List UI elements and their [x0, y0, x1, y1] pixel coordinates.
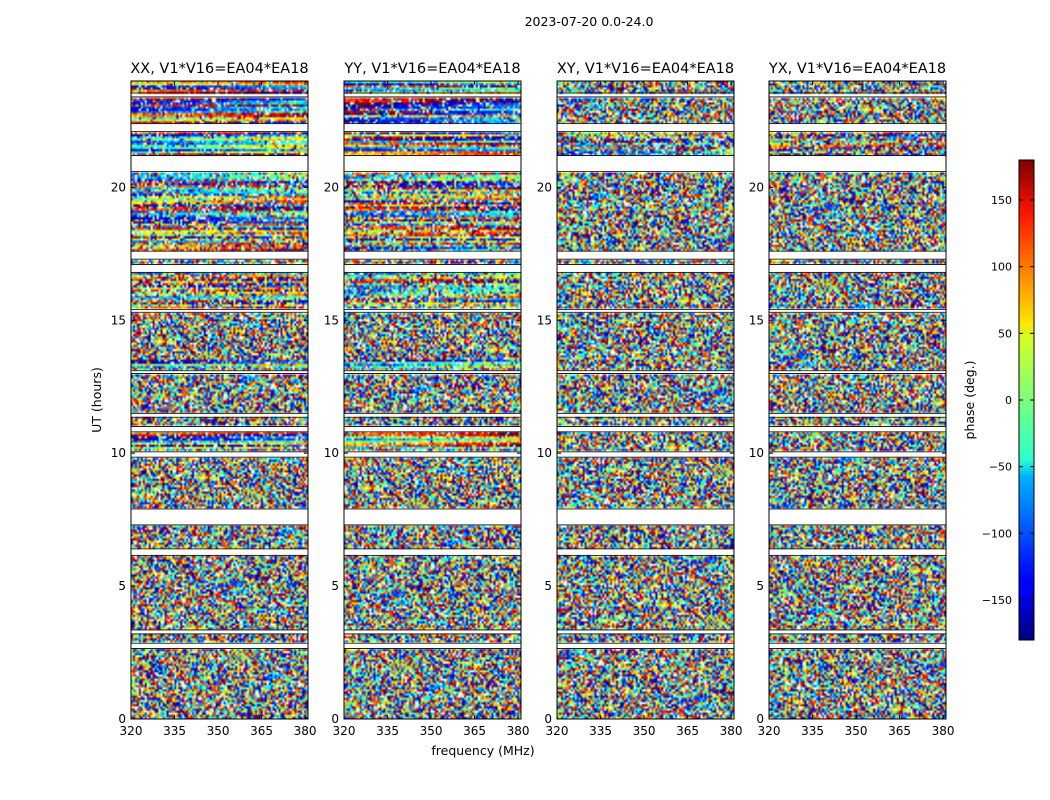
- colorbar-tick-label: 150: [991, 194, 1012, 207]
- x-tick-label: 380: [720, 724, 743, 738]
- y-tick-label: 10: [749, 446, 764, 460]
- panel-frame: [130, 80, 309, 720]
- x-tick-label: 365: [888, 724, 911, 738]
- x-tick-label: 320: [758, 724, 781, 738]
- y-axis-label: UT (hours): [89, 367, 104, 433]
- y-tick-label: 0: [756, 712, 764, 726]
- panel-frame: [768, 80, 947, 720]
- panel-xx: XX, V1*V16=EA04*EA18 320 335 350 365 380 0 5 10 1…: [111, 61, 317, 738]
- x-tick-label: 350: [845, 724, 868, 738]
- x-tick-label: 365: [463, 724, 486, 738]
- x-tick-label: 380: [507, 724, 530, 738]
- y-tick-label: 0: [544, 712, 552, 726]
- x-tick-label: 320: [120, 724, 143, 738]
- y-tick-label: 20: [537, 180, 552, 194]
- y-tick-label: 15: [749, 313, 764, 327]
- y-tick-label: 0: [331, 712, 339, 726]
- phase-image-yy: [344, 81, 521, 719]
- panel-frame: [343, 80, 522, 720]
- colorbar-tick-label: −100: [982, 527, 1012, 540]
- y-tick-label: 20: [324, 180, 339, 194]
- y-tick-label: 5: [756, 579, 764, 593]
- colorbar-tick-label: 50: [998, 327, 1012, 340]
- y-tick-label: 20: [111, 180, 126, 194]
- y-tick-label: 5: [544, 579, 552, 593]
- y-tick-label: 15: [324, 313, 339, 327]
- y-tick-label: 5: [118, 579, 126, 593]
- colorbar-tick-label: 0: [1005, 394, 1012, 407]
- y-tick-label: 10: [324, 446, 339, 460]
- colorbar-tick-label: −50: [989, 461, 1012, 474]
- x-tick-label: 335: [589, 724, 612, 738]
- panel-yx: YX, V1*V16=EA04*EA18 320 335 350 365 380 0 5 10 1…: [749, 61, 955, 738]
- x-tick-label: 335: [376, 724, 399, 738]
- x-tick-label: 350: [207, 724, 230, 738]
- y-tick-label: 10: [537, 446, 552, 460]
- y-tick-label: 10: [111, 446, 126, 460]
- x-tick-label: 365: [250, 724, 273, 738]
- panel-title: XY, V1*V16=EA04*EA18: [557, 61, 734, 77]
- phase-image-xy: [557, 81, 734, 719]
- y-tick-label: 0: [118, 712, 126, 726]
- suptitle: 2023-07-20 0.0-24.0: [525, 14, 654, 29]
- y-tick-label: 15: [111, 313, 126, 327]
- x-tick-label: 335: [801, 724, 824, 738]
- x-tick-label: 335: [163, 724, 186, 738]
- x-tick-label: 320: [546, 724, 569, 738]
- panel-frame: [556, 80, 735, 720]
- panel-xy: XY, V1*V16=EA04*EA18 320 335 350 365 380 0 5 10 1…: [537, 61, 743, 738]
- x-tick-label: 380: [294, 724, 317, 738]
- panel-title: YY, V1*V16=EA04*EA18: [343, 61, 520, 77]
- x-tick-label: 350: [420, 724, 443, 738]
- phase-image-yx: [769, 81, 946, 719]
- panels: XX, V1*V16=EA04*EA18 320 335 350 365 380 0 5 10 1…: [111, 61, 955, 738]
- phase-image-xx: [131, 81, 308, 719]
- y-tick-label: 15: [537, 313, 552, 327]
- colorbar: −150 −100 −50 0 50 100 150 phase (deg.): [962, 159, 1035, 641]
- panel-title: YX, V1*V16=EA04*EA18: [768, 61, 946, 77]
- x-tick-label: 365: [676, 724, 699, 738]
- colorbar-tick-label: −150: [982, 594, 1012, 607]
- x-tick-label: 380: [932, 724, 955, 738]
- panel-title: XX, V1*V16=EA04*EA18: [130, 61, 308, 77]
- colorbar-label: phase (deg.): [962, 361, 977, 440]
- y-tick-label: 5: [331, 579, 339, 593]
- panel-yy: YY, V1*V16=EA04*EA18 320 335 350 365 380 0 5 10 1…: [324, 61, 530, 738]
- x-tick-label: 350: [633, 724, 656, 738]
- colorbar-ticks: −150 −100 −50 0 50 100 150: [982, 194, 1034, 607]
- colorbar-tick-label: 100: [991, 261, 1012, 274]
- y-tick-label: 20: [749, 180, 764, 194]
- x-tick-label: 320: [333, 724, 356, 738]
- x-axis-label: frequency (MHz): [431, 743, 534, 758]
